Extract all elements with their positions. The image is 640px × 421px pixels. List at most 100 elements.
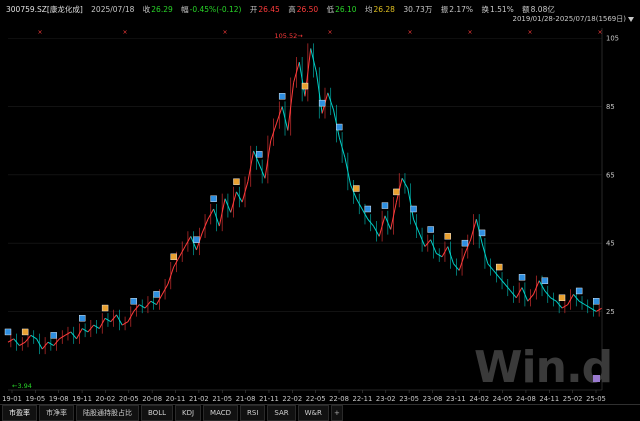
add-tab-button[interactable]: +: [330, 405, 343, 421]
max-price-label: 105.52→: [275, 32, 304, 40]
top-marker: ×: [407, 29, 412, 36]
top-marker: ×: [527, 29, 532, 36]
change-value: -0.45%(-0.12): [189, 5, 242, 14]
chart-grid: [8, 37, 602, 312]
x-tick-label: 19-11: [72, 395, 92, 403]
tab-kdj[interactable]: KDJ: [175, 405, 202, 421]
signal-marker: [101, 304, 109, 312]
tab-sar[interactable]: SAR: [267, 405, 296, 421]
open-label: 开: [249, 5, 258, 14]
signal-marker: [444, 233, 451, 240]
turnover-label: 换: [481, 5, 489, 14]
tab-macd[interactable]: MACD: [203, 405, 239, 421]
date-range-selector[interactable]: 2019/01/28-2025/07/18(1569日): [512, 14, 634, 24]
signal-marker: [79, 315, 86, 322]
top-marker: ×: [327, 29, 332, 36]
tab-hk-holding[interactable]: 陆股通持股占比: [76, 405, 139, 421]
quote-date: 2025/07/18: [91, 5, 135, 14]
amount-label: 额: [522, 5, 530, 14]
turnover-value: 1.51%: [489, 5, 514, 14]
amplitude-value: 2.17%: [449, 5, 474, 14]
signal-marker: [575, 287, 583, 295]
signal-marker: [233, 178, 240, 185]
signal-marker: [393, 188, 400, 196]
y-axis: 105 85 65 45 25: [601, 28, 619, 390]
x-tick-label: 20-08: [142, 395, 162, 403]
x-tick-label: 21-02: [189, 395, 209, 403]
x-tick-label: 21-08: [236, 395, 256, 403]
min-price-label: ←3.94: [12, 382, 32, 390]
top-marker: ×: [597, 29, 602, 36]
open-value: 26.45: [258, 5, 280, 14]
avg-value: 26.28: [373, 5, 395, 14]
signal-marker: [130, 298, 137, 305]
avg-label: 均: [364, 5, 373, 14]
x-tick-label: 20-02: [96, 395, 116, 403]
amplitude-label: 振: [440, 5, 449, 14]
y-tick-label: 25: [606, 308, 615, 316]
close-value: 26.29: [151, 5, 173, 14]
x-tick-label: 20-05: [119, 395, 139, 403]
signal-marker: [21, 328, 29, 336]
x-tick-label: 23-05: [399, 395, 419, 403]
signal-marker: [478, 229, 486, 237]
signal-marker: [593, 298, 600, 305]
x-tick-label: 19-08: [49, 395, 69, 403]
price-series: [7, 43, 603, 355]
panel-toggle-icon[interactable]: [593, 375, 600, 382]
x-tick-label: 21-11: [259, 395, 279, 403]
tab-wr[interactable]: W&R: [297, 405, 329, 421]
tab-pb[interactable]: 市净率: [39, 405, 74, 421]
x-tick-label: 21-05: [212, 395, 232, 403]
x-tick-label: 23-08: [423, 395, 443, 403]
x-tick-label: 22-11: [353, 395, 373, 403]
y-tick-label: 85: [606, 103, 615, 111]
x-tick-label: 24-05: [493, 395, 513, 403]
quote-header-bar: 300759.SZ[康龙化成] 2025/07/18 收26.29 幅-0.45…: [0, 0, 640, 20]
x-tick-label: 23-11: [446, 395, 466, 403]
date-range-label: 2019/01/28-2025/07/18(1569日): [512, 15, 627, 23]
signal-marker: [541, 277, 549, 284]
security-code-name[interactable]: 300759.SZ[康龙化成]: [6, 5, 83, 14]
x-tick-label: 24-08: [516, 395, 536, 403]
signal-marker: [495, 263, 503, 271]
signal-marker: [50, 332, 57, 339]
x-tick-label: 25-05: [586, 395, 606, 403]
signal-marker: [301, 82, 309, 90]
x-tick-label: 20-11: [166, 395, 186, 403]
signal-marker: [518, 274, 526, 281]
close-label: 收: [142, 5, 151, 14]
signal-marker: [278, 93, 286, 100]
amount-value: 8.08亿: [530, 5, 555, 14]
indicator-tabs: 市盈率 市净率 陆股通持股占比 BOLL KDJ MACD RSI SAR W&…: [0, 404, 640, 421]
low-value: 26.10: [335, 5, 357, 14]
signal-marker: [461, 239, 469, 247]
tab-rsi[interactable]: RSI: [240, 405, 266, 421]
signal-marker: [410, 205, 417, 213]
top-marker: ×: [222, 29, 227, 36]
signal-marker: [353, 185, 360, 192]
volume-value: 30.73万: [403, 5, 433, 14]
signal-marker: [193, 236, 200, 243]
signal-marker: [558, 294, 566, 301]
y-tick-label: 45: [606, 240, 615, 248]
chart-annotations: × × × × × × × × 105.52→ ←3.94: [12, 29, 603, 390]
x-tick-label: 22-05: [306, 395, 326, 403]
x-tick-label: 22-02: [282, 395, 302, 403]
high-label: 高: [288, 5, 296, 14]
signal-markers: [4, 82, 600, 339]
tab-pe[interactable]: 市盈率: [2, 405, 37, 421]
tab-boll[interactable]: BOLL: [141, 405, 173, 421]
x-tick-label: 24-02: [469, 395, 489, 403]
top-marker: ×: [122, 29, 127, 36]
y-tick-label: 65: [606, 171, 615, 179]
x-tick-label: 23-02: [376, 395, 396, 403]
signal-marker: [256, 151, 263, 158]
x-tick-label: 24-11: [539, 395, 559, 403]
signal-marker: [318, 99, 326, 107]
signal-marker: [4, 328, 12, 336]
x-axis: 19-01 19-05 19-08 19-11 20-02 20-05 20-08 20-11…: [2, 389, 606, 403]
chevron-down-icon: [628, 16, 634, 22]
signal-marker: [336, 123, 343, 131]
